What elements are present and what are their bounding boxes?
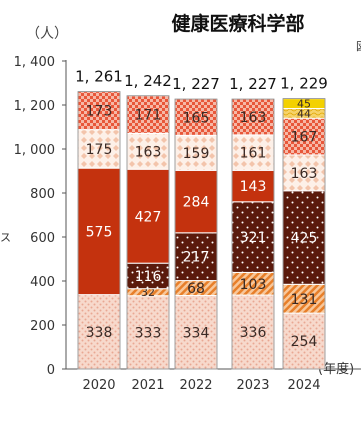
data-label: 44 xyxy=(297,107,311,120)
data-label: 165 xyxy=(183,110,210,126)
total-label: 1, 227 xyxy=(229,75,277,93)
bar-segment xyxy=(231,134,275,171)
bar-segment xyxy=(231,294,275,370)
bar-segment xyxy=(174,169,218,234)
bar-segment xyxy=(77,294,121,370)
x-tick-label: 2023 xyxy=(236,378,269,393)
x-tick-label: 2022 xyxy=(179,378,212,393)
data-label: 334 xyxy=(183,325,210,341)
bar-outline xyxy=(77,91,121,370)
y-tick-label: 1, 400 xyxy=(14,55,55,70)
data-label: 45 xyxy=(297,98,311,111)
total-label: 1, 227 xyxy=(172,75,220,93)
chart-title: 健康医療科学部 xyxy=(171,12,304,35)
data-label: 161 xyxy=(240,146,267,162)
bar-segment xyxy=(174,98,218,136)
x-tick-label: 2021 xyxy=(131,378,164,393)
data-label: 163 xyxy=(240,110,267,126)
bar-segment xyxy=(77,167,121,296)
data-label: 338 xyxy=(86,325,113,341)
bar-segment xyxy=(174,134,218,171)
data-label: 116 xyxy=(135,269,162,285)
y-tick-label: 1, 200 xyxy=(14,99,55,114)
y-tick-label: 1, 000 xyxy=(14,143,55,158)
data-label: 575 xyxy=(86,224,113,240)
data-label: 284 xyxy=(183,195,210,211)
bar-segment xyxy=(77,91,121,131)
data-label: 425 xyxy=(291,231,318,247)
bar-outline xyxy=(282,98,326,370)
data-label: 336 xyxy=(240,325,267,341)
data-label: 217 xyxy=(183,250,210,266)
data-label: 171 xyxy=(135,108,162,124)
y-axis-label: （人） xyxy=(26,26,68,42)
data-label: 167 xyxy=(291,130,318,146)
data-label: 163 xyxy=(135,144,162,160)
data-label: 173 xyxy=(86,104,113,120)
y-tick-label: 800 xyxy=(30,187,55,202)
total-label: 1, 242 xyxy=(124,72,172,90)
y-tick-label: 400 xyxy=(30,275,55,290)
bar-segment xyxy=(282,283,326,314)
data-label: 131 xyxy=(291,292,318,308)
bar-segment xyxy=(231,98,275,136)
bar-segment xyxy=(282,190,326,285)
data-label: 159 xyxy=(183,146,210,162)
y-ticks: 0 200 400 600 800 1, 000 1, 200 1, 400 xyxy=(14,55,66,378)
data-label: 103 xyxy=(240,277,267,293)
bar-segment xyxy=(126,95,170,134)
data-label: 68 xyxy=(187,281,205,297)
x-ticks: 2020 2021 2022 2023 2024 xyxy=(82,378,320,393)
bar-outline xyxy=(174,98,218,370)
data-label: 254 xyxy=(291,334,318,350)
bar-segment xyxy=(174,232,218,282)
bar-segment xyxy=(282,154,326,192)
total-label: 1, 229 xyxy=(280,75,328,93)
data-label: 321 xyxy=(240,230,267,246)
total-label: 1, 261 xyxy=(75,68,123,86)
bar-outline xyxy=(126,95,170,370)
y-tick-label: 600 xyxy=(30,231,55,246)
partial-label-right: 図 xyxy=(356,40,361,53)
data-label: 175 xyxy=(86,142,113,158)
data-label: 143 xyxy=(240,179,267,195)
y-tick-label: 200 xyxy=(30,319,55,334)
data-label: 32 xyxy=(141,286,155,299)
y-tick-label: 0 xyxy=(47,363,55,378)
data-label: 427 xyxy=(135,209,162,225)
bar-outline xyxy=(231,98,275,370)
data-label: 163 xyxy=(291,166,318,182)
partial-label-left: ス xyxy=(0,231,11,244)
data-label: 333 xyxy=(135,325,162,341)
x-tick-label: 2020 xyxy=(82,378,115,393)
x-tick-label: 2024 xyxy=(287,378,320,393)
